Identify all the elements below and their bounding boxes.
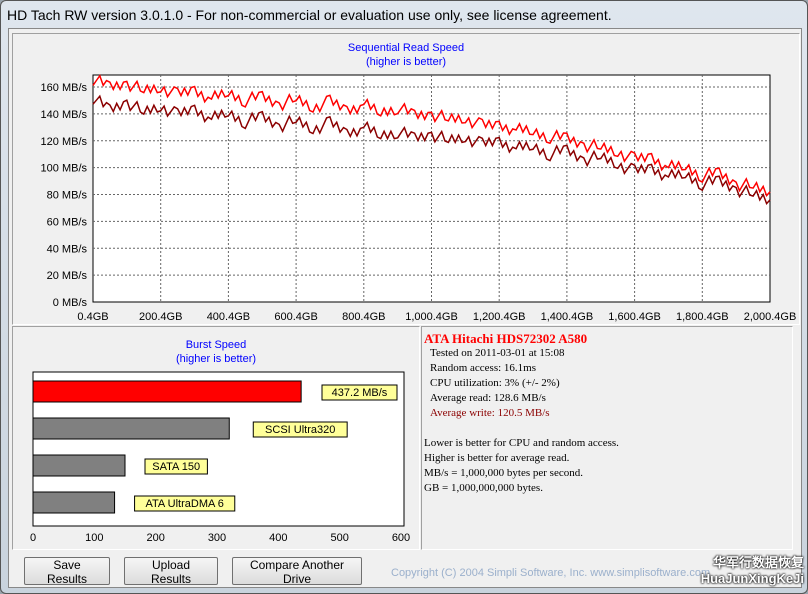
series-line-read: [92, 74, 771, 198]
bar: [32, 417, 230, 440]
bar-label-box: [252, 421, 348, 438]
burst-chart-title: Burst Speed: [185, 339, 247, 351]
upload-results-button[interactable]: Upload Results: [124, 557, 218, 586]
bar-label-box: [144, 458, 208, 475]
x-tick-label: 2,000.4GB: [744, 311, 797, 323]
bar-label-box: [134, 495, 236, 512]
y-tick-label: 80 MB/s: [47, 190, 88, 202]
x-tick-label: 1,400.4GB: [541, 311, 594, 323]
sequential-read-chart: 0.4GB 200.4GB 400.4GB 600.4GB 800.4GB 1,000.4…: [41, 74, 797, 323]
copyright-link[interactable]: Copyright (C) 2004 Simpli Software, Inc.…: [391, 567, 711, 579]
drive-info: ATA Hitachi HDS72302 A580 Tested on 2011…: [424, 331, 619, 496]
x-tick-label: 300: [208, 532, 226, 544]
x-tick-label: 0.4GB: [77, 311, 108, 323]
x-tick-label: 600: [392, 532, 410, 544]
bar-label: ATA UltraDMA 6: [145, 498, 223, 510]
y-tick-label: 120 MB/s: [41, 136, 88, 148]
x-tick-label: 200: [146, 532, 164, 544]
y-tick-label: 140 MB/s: [41, 109, 88, 121]
x-tick-label: 100: [85, 532, 103, 544]
y-tick-label: 60 MB/s: [47, 216, 88, 228]
y-tick-label: 20 MB/s: [47, 270, 88, 282]
info-panel: [421, 326, 793, 550]
bar: [32, 454, 126, 477]
y-tick-label: 0 MB/s: [53, 297, 88, 309]
note: Lower is better for CPU and random acces…: [424, 437, 619, 449]
random-access: Random access: 16.1ms: [430, 362, 537, 374]
bar-label: 437.2 MB/s: [332, 387, 388, 399]
x-tick-label: 400.4GB: [207, 311, 250, 323]
note: GB = 1,000,000,000 bytes.: [424, 482, 543, 494]
note: MB/s = 1,000,000 bytes per second.: [424, 467, 583, 479]
average-read: Average read: 128.6 MB/s: [430, 392, 546, 404]
bar-label: SATA 150: [152, 461, 200, 473]
bar: [32, 380, 302, 403]
seq-chart-title: Sequential Read Speed: [347, 42, 465, 54]
note: Higher is better for average read.: [424, 452, 570, 464]
x-tick-label: 500: [330, 532, 348, 544]
save-results-button[interactable]: Save Results: [24, 557, 110, 586]
y-tick-label: 100 MB/s: [41, 163, 88, 175]
average-write: Average write: 120.5 MB/s: [430, 407, 550, 419]
y-tick-label: 40 MB/s: [47, 243, 88, 255]
x-tick-label: 1,800.4GB: [676, 311, 729, 323]
drive-name: ATA Hitachi HDS72302 A580: [424, 331, 588, 346]
x-tick-label: 400: [269, 532, 287, 544]
x-tick-label: 200.4GB: [139, 311, 182, 323]
x-tick-label: 0: [30, 532, 36, 544]
x-tick-label: 1,200.4GB: [473, 311, 526, 323]
seq-chart-subtitle: (higher is better): [365, 56, 447, 68]
series-line-write: [92, 94, 771, 206]
y-tick-label: 160 MB/s: [41, 82, 88, 94]
x-tick-label: 1,600.4GB: [608, 311, 661, 323]
x-tick-label: 1,000.4GB: [405, 311, 458, 323]
burst-chart-subtitle: (higher is better): [175, 353, 257, 365]
x-tick-label: 800.4GB: [342, 311, 385, 323]
window-title: HD Tach RW version 3.0.1.0 - For non-com…: [7, 7, 612, 23]
cpu-utilization: CPU utilization: 3% (+/- 2%): [430, 377, 560, 389]
x-tick-label: 600.4GB: [274, 311, 317, 323]
bar-label-box: [321, 384, 398, 401]
compare-another-drive-button[interactable]: Compare Another Drive: [232, 557, 362, 586]
bar-label: SCSI Ultra320: [265, 424, 335, 436]
watermark: 华军行数据恢复 HuaJunXingKeJi: [700, 555, 804, 586]
tested-date: Tested on 2011-03-01 at 15:08: [430, 347, 565, 359]
bar: [32, 491, 116, 514]
burst-speed-chart: 0 100 200 300 400 500 600 437.2 MB/s SCSI Ultra3…: [30, 371, 410, 544]
